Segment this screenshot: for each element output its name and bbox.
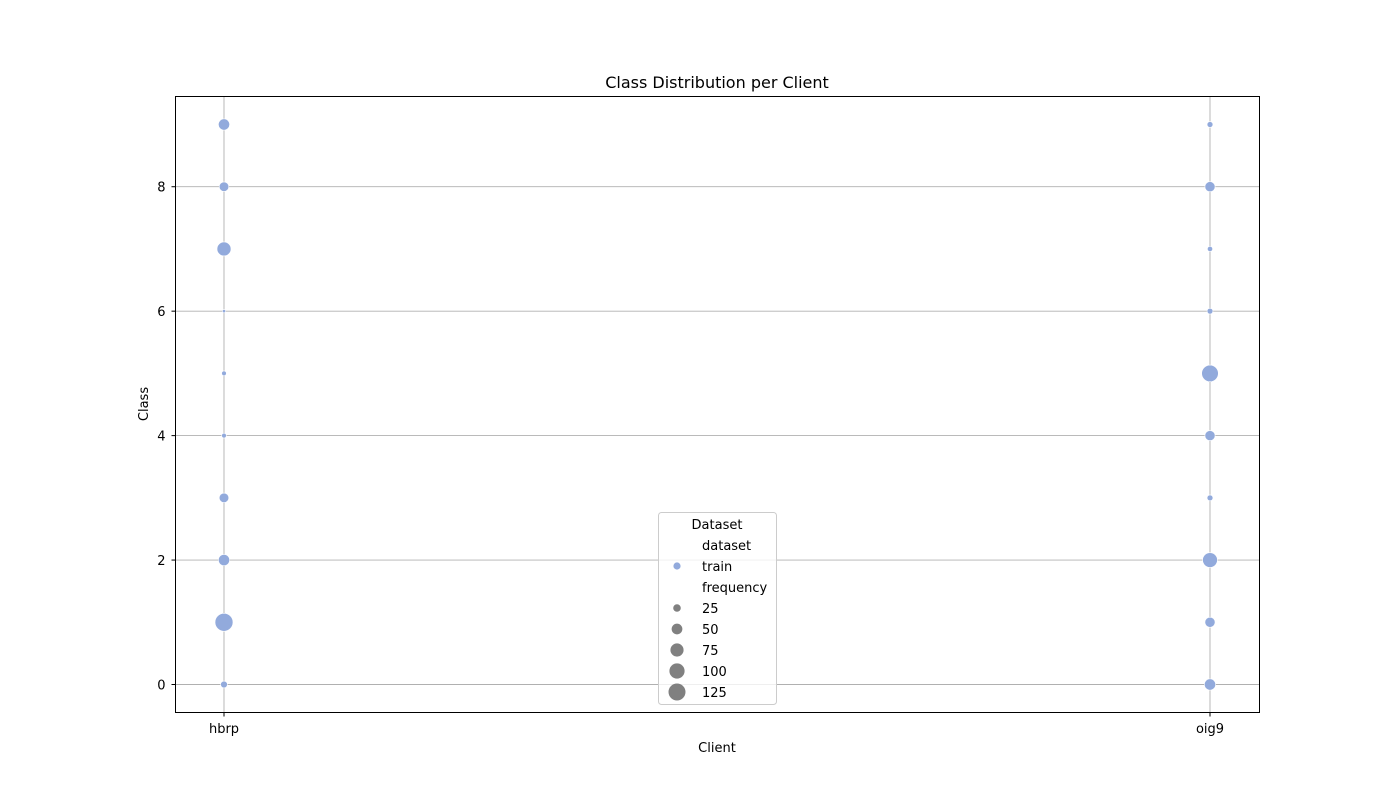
data-point bbox=[220, 680, 228, 689]
x-tick-label: oig9 bbox=[1196, 722, 1224, 737]
x-tick-label: hbrp bbox=[209, 722, 239, 737]
data-point bbox=[221, 370, 227, 377]
y-axis-ticks: 0 2 4 6 8 bbox=[157, 181, 176, 694]
legend-size-marker bbox=[669, 663, 685, 679]
data-point bbox=[1204, 181, 1216, 193]
legend-size-label: 100 bbox=[702, 665, 727, 680]
data-point bbox=[1206, 494, 1214, 502]
legend-size-label: 75 bbox=[702, 644, 719, 659]
data-point bbox=[1206, 307, 1214, 315]
legend-size-marker bbox=[671, 623, 683, 635]
legend-title: Dataset bbox=[692, 518, 743, 533]
legend-size-label: 25 bbox=[702, 602, 719, 617]
legend: Dataset dataset train frequency 25 50 75 10… bbox=[658, 512, 777, 705]
y-tick-label: 6 bbox=[157, 305, 165, 320]
x-axis-label: Client bbox=[698, 741, 736, 756]
data-point bbox=[222, 309, 226, 314]
legend-size-label: 125 bbox=[702, 686, 727, 701]
x-axis-ticks: hbrp oig9 bbox=[209, 712, 1224, 737]
data-points bbox=[214, 118, 1219, 691]
legend-train-label: train bbox=[702, 560, 732, 575]
data-point bbox=[218, 554, 230, 566]
y-tick-label: 4 bbox=[157, 430, 165, 445]
data-point bbox=[218, 118, 230, 131]
data-point bbox=[1207, 246, 1213, 252]
legend-size-title: frequency bbox=[702, 581, 768, 596]
data-point bbox=[1206, 121, 1214, 128]
chart-title: Class Distribution per Client bbox=[605, 73, 829, 92]
legend-box bbox=[658, 512, 777, 705]
legend-size-marker bbox=[670, 643, 684, 657]
data-point bbox=[1204, 430, 1216, 442]
y-axis-label: Class bbox=[137, 387, 152, 421]
y-tick-label: 2 bbox=[157, 554, 165, 569]
data-point bbox=[214, 612, 234, 632]
legend-size-entries: 25 50 75 100 125 bbox=[668, 602, 727, 701]
data-point bbox=[1204, 678, 1216, 691]
data-point bbox=[1204, 616, 1216, 628]
data-point bbox=[1201, 364, 1219, 383]
y-tick-label: 8 bbox=[157, 181, 165, 196]
legend-size-marker bbox=[673, 604, 681, 612]
legend-train-marker bbox=[673, 562, 681, 570]
data-point bbox=[218, 181, 230, 192]
plot-frame bbox=[175, 96, 1260, 713]
legend-hue-title: dataset bbox=[702, 539, 751, 554]
data-point bbox=[221, 432, 227, 439]
y-tick-label: 0 bbox=[157, 679, 165, 694]
data-point bbox=[218, 492, 230, 503]
legend-size-label: 50 bbox=[702, 623, 719, 638]
data-point bbox=[216, 241, 232, 257]
legend-size-marker bbox=[668, 683, 686, 701]
data-point bbox=[1202, 552, 1218, 568]
